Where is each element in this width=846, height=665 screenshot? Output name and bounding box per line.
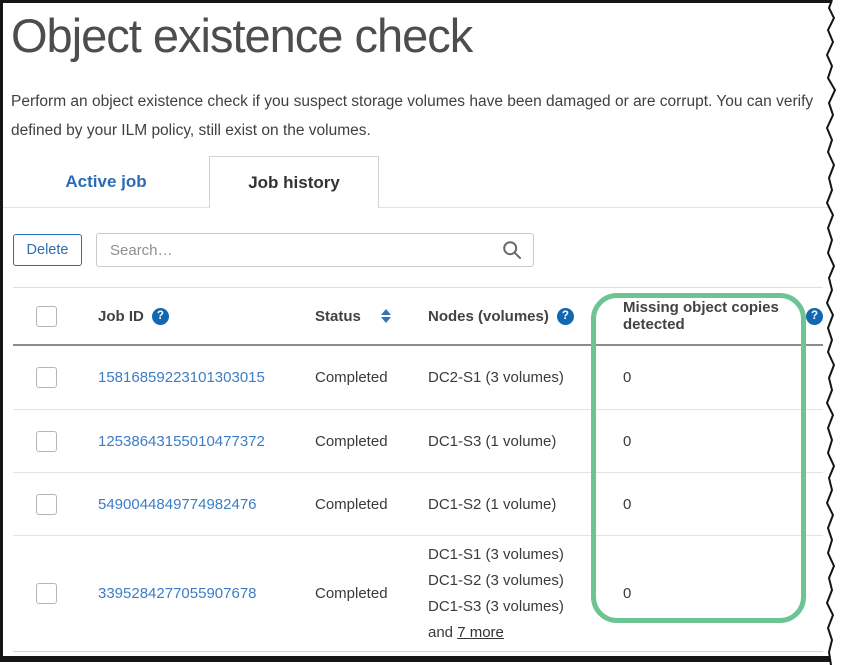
page-description: Perform an object existence check if you… [11, 87, 841, 145]
nodes-line: DC1-S1 (3 volumes) [428, 545, 564, 563]
nodes-line: DC1-S2 (3 volumes) [428, 571, 564, 589]
nodes-cell: DC1-S3 (1 volume) [428, 432, 557, 450]
job-id-link[interactable]: 12538643155010477372 [98, 432, 265, 450]
status-sort-arrows-icon[interactable] [380, 309, 391, 323]
column-header-status: Status [315, 307, 361, 325]
description-line-2: defined by your ILM policy, still exist … [11, 122, 371, 139]
nodes-cell: DC1-S1 (3 volumes) DC1-S2 (3 volumes) DC… [428, 542, 610, 646]
select-all-checkbox[interactable] [36, 305, 57, 327]
status-cell: Completed [315, 432, 388, 450]
table-toolbar: Delete [13, 233, 534, 267]
missing-copies-cell: 0 [623, 369, 632, 386]
job-id-help-icon[interactable]: ? [151, 307, 169, 325]
nodes-line: DC1-S3 (3 volumes) [428, 597, 564, 615]
row-checkbox[interactable] [36, 367, 57, 388]
job-id-link[interactable]: 15816859223101303015 [98, 369, 265, 386]
search-box [96, 233, 534, 267]
search-input[interactable] [96, 233, 534, 267]
tab-job-history-label: Job history [248, 172, 340, 192]
description-line-1: Perform an object existence check if you… [11, 93, 814, 110]
missing-copies-help-icon[interactable]: ? [806, 307, 823, 325]
status-cell: Completed [315, 495, 388, 513]
nodes-cell: DC1-S2 (1 volume) [428, 495, 557, 513]
tab-bar: Active job Job history [3, 156, 846, 208]
delete-button[interactable]: Delete [13, 234, 82, 266]
tab-active-job[interactable]: Active job [3, 156, 209, 207]
status-cell: Completed [315, 369, 388, 386]
column-header-job-id: Job ID [98, 307, 144, 325]
column-header-missing-copies: Missing object copies detected [623, 299, 779, 333]
missing-copies-cell: 0 [623, 495, 632, 513]
table-row: 5490044849774982476 Completed DC1-S2 (1 … [13, 473, 823, 536]
frame-border-left [0, 0, 3, 662]
tab-job-history[interactable]: Job history [209, 156, 379, 208]
missing-copies-cell: 0 [623, 432, 632, 450]
nodes-cell: DC2-S1 (3 volumes) [428, 369, 564, 386]
table-header-row: Job ID ? Status Nodes (volumes) ? Missin… [13, 288, 823, 346]
table-row: 12538643155010477372 Completed DC1-S3 (1… [13, 410, 823, 473]
row-checkbox[interactable] [36, 493, 57, 515]
job-id-link[interactable]: 5490044849774982476 [98, 495, 257, 513]
table-row: 15816859223101303015 Completed DC2-S1 (3… [13, 346, 823, 410]
job-id-link[interactable]: 3395284277055907678 [98, 585, 257, 602]
column-header-nodes: Nodes (volumes) [428, 307, 549, 325]
row-checkbox[interactable] [36, 583, 57, 604]
nodes-help-icon[interactable]: ? [556, 307, 574, 325]
missing-copies-cell: 0 [623, 585, 632, 602]
frame-border-top [0, 0, 840, 3]
table-row: 3395284277055907678 Completed DC1-S1 (3 … [13, 536, 823, 652]
nodes-more-line: and 7 more [428, 623, 504, 641]
frame-border-bottom [0, 656, 840, 662]
tab-active-job-label: Active job [65, 171, 147, 191]
more-nodes-link[interactable]: 7 more [457, 623, 504, 641]
row-checkbox[interactable] [36, 430, 57, 452]
job-history-table: Job ID ? Status Nodes (volumes) ? Missin… [13, 287, 823, 652]
status-cell: Completed [315, 585, 388, 602]
page-title: Object existence check [11, 9, 473, 62]
search-icon[interactable] [502, 240, 522, 260]
